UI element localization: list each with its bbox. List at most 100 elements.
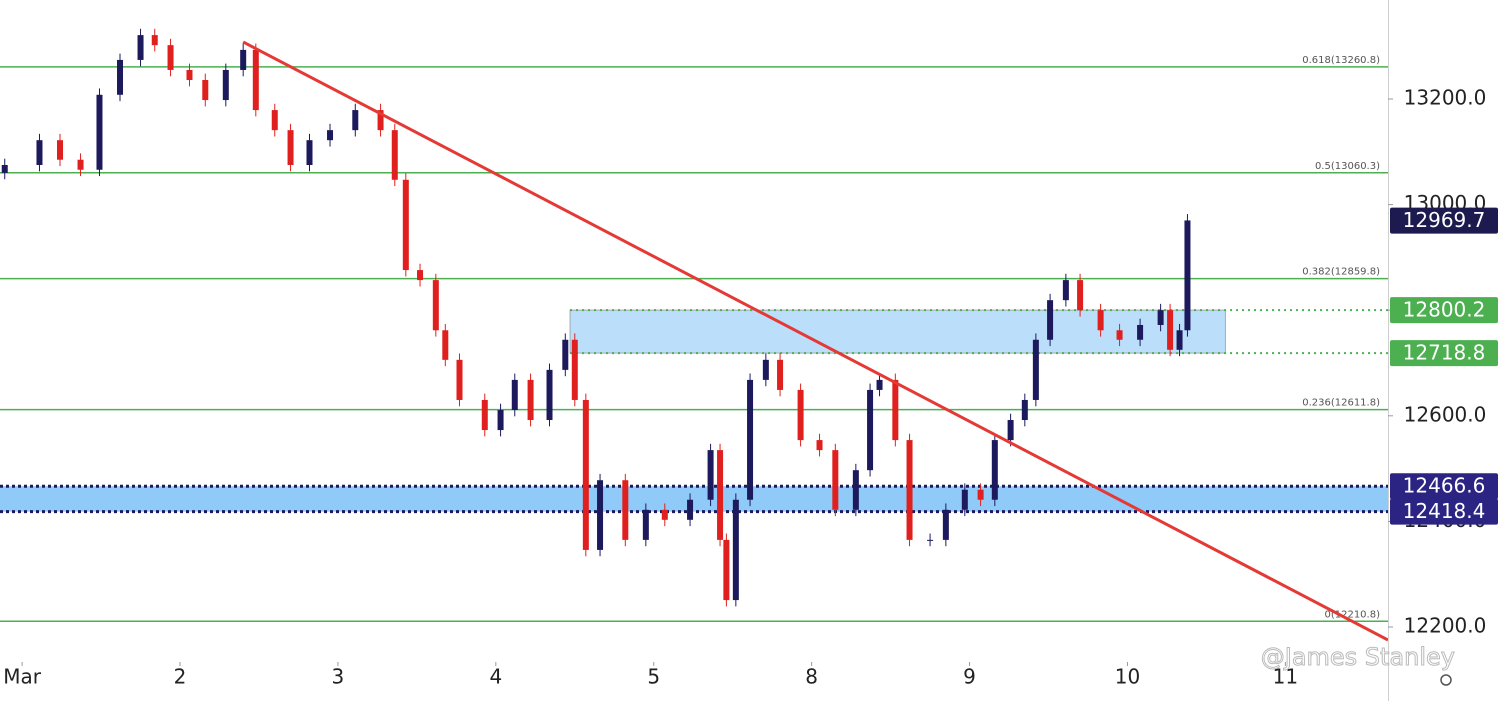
x-tick-label: 3 — [332, 665, 345, 689]
price-tag — [1390, 498, 1498, 525]
trendline — [242, 40, 1389, 642]
x-tick-label: 5 — [647, 665, 660, 689]
candle-body — [961, 489, 968, 510]
candle-body — [546, 369, 553, 421]
candle-body — [432, 280, 439, 331]
candle-body — [96, 94, 103, 170]
candle-body — [797, 389, 804, 441]
candle-body — [222, 69, 229, 101]
plot-area: 0.618(13260.8) 0.5(13060.3) 0.382(12859.8)… — [0, 28, 1389, 642]
watermark: @James Stanley — [1261, 643, 1455, 671]
candle-body — [876, 379, 883, 390]
candle-body — [661, 509, 668, 520]
candle-body — [732, 499, 739, 601]
price-tag-label: 12800.2 — [1403, 298, 1486, 322]
candle-body — [852, 470, 859, 510]
candle-body — [991, 440, 998, 500]
candle-body — [1007, 420, 1014, 441]
candle-body — [1116, 330, 1123, 340]
candle-body — [1097, 310, 1104, 331]
candle-body — [816, 440, 823, 451]
candle-body — [1047, 300, 1054, 340]
fib-label: 0.5(13060.3) — [1315, 161, 1380, 172]
fib-label: 0.618(13260.8) — [1302, 55, 1380, 66]
candle-body — [642, 509, 649, 540]
candle-body — [377, 110, 384, 131]
candle-body — [747, 379, 754, 500]
candle-body — [167, 45, 174, 70]
candle-body — [1062, 280, 1069, 301]
y-tick-label: 12200.0 — [1404, 614, 1487, 638]
candle-body — [717, 450, 724, 540]
candle-body — [927, 539, 934, 541]
candle-body — [527, 379, 534, 421]
candle-body — [622, 480, 629, 540]
y-tick-label: 12600.0 — [1404, 402, 1487, 426]
candle-body — [402, 179, 409, 271]
fib-label: 0.236(12611.8) — [1302, 398, 1380, 409]
candle-body — [582, 399, 589, 550]
candle-body — [977, 489, 984, 500]
x-tick-label: 9 — [963, 665, 976, 689]
candle-body — [481, 399, 488, 431]
candle-body — [352, 110, 359, 131]
candle-body — [271, 110, 278, 131]
candle-body — [1157, 310, 1164, 325]
x-tick-label: 8 — [805, 665, 818, 689]
y-tick-label: 13200.0 — [1404, 86, 1487, 110]
candle-body — [1, 165, 8, 173]
x-tick-label: 11 — [1273, 665, 1298, 689]
candle-body — [36, 140, 43, 165]
candle-body — [1032, 339, 1039, 400]
zone — [0, 486, 1388, 512]
fib-label: 0(12210.8) — [1324, 609, 1380, 620]
fib-label: 0.382(12859.8) — [1302, 267, 1380, 278]
candle-body — [442, 330, 449, 360]
price-tag-label: 12969.7 — [1403, 208, 1486, 232]
x-tick-label: Mar — [3, 665, 42, 689]
zone — [569, 309, 1226, 354]
x-tick-label: 4 — [489, 665, 502, 689]
candle-body — [762, 359, 769, 380]
candle-body — [687, 499, 694, 520]
price-tag-label: 12718.8 — [1403, 341, 1486, 365]
candle-body — [723, 539, 730, 601]
candle-body — [1137, 324, 1144, 340]
price-tag — [1390, 207, 1498, 234]
candle-body — [1176, 330, 1183, 350]
price-tag — [1390, 297, 1498, 324]
candle-body — [117, 59, 124, 95]
candle-body — [906, 440, 913, 540]
candle-body — [327, 130, 334, 141]
candle-body — [417, 270, 424, 281]
x-tick-label: 10 — [1115, 665, 1140, 689]
candle-body — [511, 379, 518, 410]
candle-body — [867, 389, 874, 471]
price-tag-label: 12466.6 — [1403, 474, 1486, 498]
candle-body — [57, 140, 64, 160]
candle-body — [77, 159, 84, 170]
settings-icon[interactable] — [1440, 674, 1452, 686]
candle-body — [1077, 280, 1084, 311]
candle-body — [707, 450, 714, 500]
candle-body — [202, 79, 209, 101]
candle-body — [597, 480, 604, 550]
candle-body — [391, 130, 398, 180]
candle-body — [186, 69, 193, 80]
candle-body — [497, 409, 504, 431]
candle-body — [240, 49, 247, 70]
candle-body — [137, 35, 144, 60]
candle-body — [1184, 220, 1191, 331]
candle-body — [777, 359, 784, 390]
price-tag-label: 12418.4 — [1403, 499, 1486, 523]
candle-body — [151, 35, 158, 46]
candle-body — [892, 379, 899, 441]
candle-body — [942, 509, 949, 540]
candle-body — [1021, 399, 1028, 421]
candle-body — [287, 130, 294, 165]
x-tick-label: 2 — [174, 665, 187, 689]
candle-body — [306, 140, 313, 165]
candle-body — [252, 49, 259, 111]
candle-body — [456, 359, 463, 400]
